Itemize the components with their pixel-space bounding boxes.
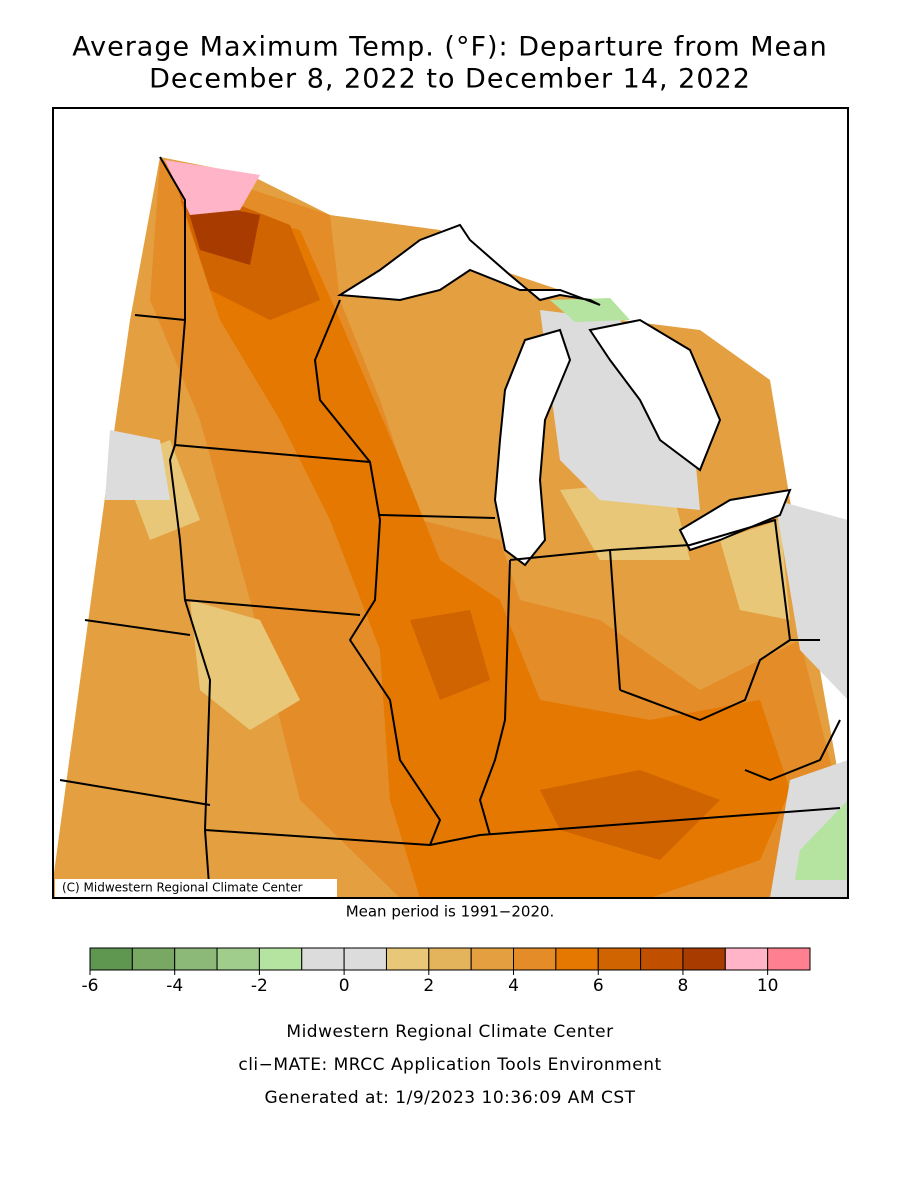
colorbar-bin bbox=[597, 947, 642, 971]
mean-period-note: Mean period is 1991−2020. bbox=[346, 903, 555, 921]
lake-huron bbox=[588, 318, 722, 472]
colorbar-bin bbox=[343, 947, 387, 971]
state-lines bbox=[59, 156, 841, 898]
colorbar-bin bbox=[513, 947, 557, 971]
colorbar-bin bbox=[258, 947, 303, 971]
lake-erie bbox=[678, 488, 792, 552]
colorbar-bin bbox=[89, 947, 133, 971]
warm-core bbox=[180, 200, 790, 898]
colorbar-tick-label: 0 bbox=[339, 976, 350, 996]
colorbar-tick-label: 6 bbox=[593, 976, 604, 996]
colorbar-bin bbox=[301, 947, 345, 971]
pink-area bbox=[165, 160, 260, 215]
lake-michigan bbox=[493, 328, 572, 567]
colorbar-bin bbox=[131, 947, 176, 971]
colorbar-bin bbox=[385, 947, 430, 971]
colorbar-bin bbox=[767, 947, 811, 971]
map-frame bbox=[52, 107, 849, 899]
colorbar-bin bbox=[216, 947, 260, 971]
map: (C) Midwestern Regional Climate Center bbox=[52, 107, 849, 899]
cool-areas bbox=[120, 440, 790, 730]
colorbar-tick-label: 4 bbox=[508, 976, 519, 996]
colorbar-tick-label: 10 bbox=[757, 976, 779, 996]
colorbar-bin bbox=[724, 947, 769, 971]
colorbar-tick-label: -6 bbox=[82, 976, 99, 996]
colorbar-tick-label: 8 bbox=[678, 976, 689, 996]
colorbar-bin bbox=[682, 947, 726, 971]
colorbar-bin bbox=[428, 947, 472, 971]
colorbar-bin bbox=[470, 947, 515, 971]
footer-line: cli−MATE: MRCC Application Tools Environ… bbox=[238, 1055, 661, 1075]
subtitle: December 8, 2022 to December 14, 2022 bbox=[149, 64, 751, 95]
footer-line: Midwestern Regional Climate Center bbox=[286, 1022, 613, 1042]
lake-superior bbox=[336, 223, 601, 306]
hottest-core bbox=[185, 200, 260, 265]
title: Average Maximum Temp. (°F): Departure fr… bbox=[72, 32, 828, 63]
colorbar-bin bbox=[555, 947, 599, 971]
colorbar-bin bbox=[174, 947, 218, 971]
colorbar-tick-label: 2 bbox=[423, 976, 434, 996]
neutral-areas bbox=[105, 310, 848, 898]
footer-line: Generated at: 1/9/2023 10:36:09 AM CST bbox=[264, 1088, 635, 1108]
map-credit: (C) Midwestern Regional Climate Center bbox=[62, 881, 303, 895]
credit-box bbox=[55, 879, 337, 897]
colorbar-bin bbox=[640, 947, 684, 971]
colorbar: -6 -4 -2 0 2 4 6 8 10 bbox=[82, 947, 811, 996]
colorbar-tick-label: -4 bbox=[166, 976, 183, 996]
colorbar-tick-label: -2 bbox=[251, 976, 268, 996]
